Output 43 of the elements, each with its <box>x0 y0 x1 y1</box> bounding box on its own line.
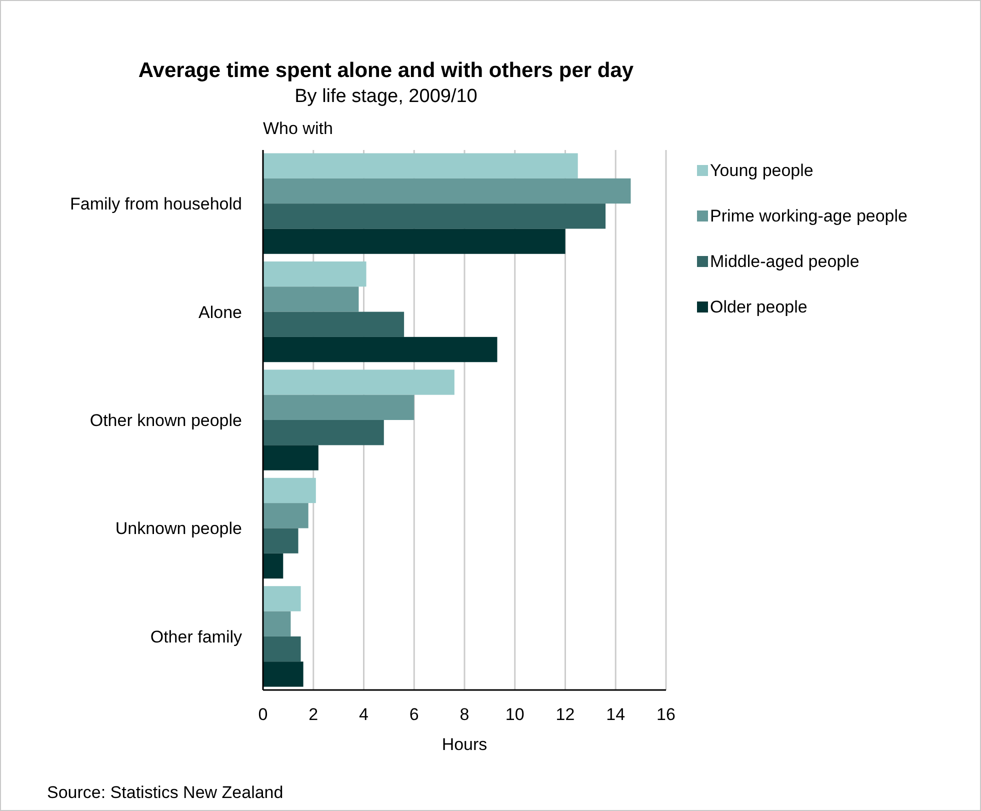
y-tick-label: Unknown people <box>115 519 242 538</box>
y-tick-label: Alone <box>198 302 242 322</box>
bar <box>263 178 631 204</box>
bar <box>263 286 359 312</box>
bar <box>263 528 298 554</box>
x-tick-label: 4 <box>359 705 368 724</box>
x-tick-label: 14 <box>606 705 626 724</box>
x-tick-label: 16 <box>656 705 676 724</box>
bar <box>263 261 366 287</box>
y-tick-label: Family from household <box>70 194 242 214</box>
x-tick-label: 0 <box>258 705 268 724</box>
bar <box>263 394 414 420</box>
source-note: Source: Statistics New Zealand <box>47 783 284 802</box>
chart-title: Average time spent alone and with others per day <box>138 59 634 82</box>
bar <box>263 420 384 446</box>
x-axis-title: Hours <box>442 735 488 754</box>
bar <box>263 503 308 528</box>
bar <box>263 636 301 662</box>
legend-label: Prime working-age people <box>710 206 908 226</box>
bar <box>263 153 578 178</box>
bar <box>263 336 498 362</box>
x-tick-label: 12 <box>556 705 575 724</box>
bar <box>263 370 454 395</box>
x-tick-label: 2 <box>308 705 318 724</box>
x-tick-label: 8 <box>460 705 470 724</box>
x-tick-label: 6 <box>409 705 419 724</box>
legend-label: Middle-aged people <box>710 252 860 271</box>
bar <box>263 445 318 470</box>
legend-label: Older people <box>710 298 808 316</box>
bar <box>263 204 606 229</box>
legend-label: Young people <box>710 161 814 180</box>
y-tick-label: Other family <box>150 627 242 646</box>
bar <box>263 611 291 636</box>
x-tick-label: 10 <box>505 705 524 724</box>
bar <box>263 662 304 687</box>
y-axis-title: Who with <box>263 119 333 138</box>
y-tick-label: Other known people <box>90 411 242 430</box>
bar <box>263 312 404 337</box>
bar <box>263 553 284 579</box>
chart-subtitle: By life stage, 2009/10 <box>294 86 478 107</box>
bar <box>263 228 566 254</box>
bar <box>263 586 301 612</box>
bar <box>263 478 316 504</box>
